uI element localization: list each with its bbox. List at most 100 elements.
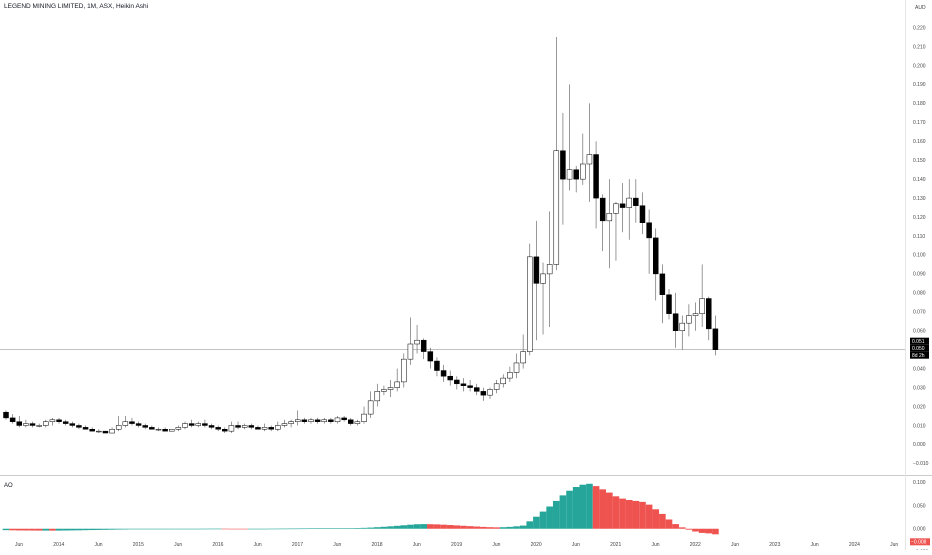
ao-bar[interactable] xyxy=(454,525,461,528)
ao-bar[interactable] xyxy=(606,493,613,529)
ao-bar[interactable] xyxy=(560,495,567,528)
ao-bar[interactable] xyxy=(235,529,242,530)
ao-bar[interactable] xyxy=(62,529,69,531)
ao-bar[interactable] xyxy=(56,529,63,531)
ao-bar[interactable] xyxy=(202,529,209,530)
ao-bar[interactable] xyxy=(354,528,361,529)
ao-bar[interactable] xyxy=(533,517,540,529)
ao-bar[interactable] xyxy=(692,529,699,532)
ao-bar[interactable] xyxy=(566,491,573,529)
ao-bar[interactable] xyxy=(387,526,394,528)
ao-bar[interactable] xyxy=(447,525,454,529)
ao-bar[interactable] xyxy=(361,528,368,529)
ao-bar[interactable] xyxy=(427,524,434,529)
ao-bar[interactable] xyxy=(460,526,467,529)
ao-bar[interactable] xyxy=(381,527,388,529)
ao-bar[interactable] xyxy=(89,529,96,530)
ao-bar[interactable] xyxy=(686,529,693,530)
ao-bar[interactable] xyxy=(334,528,341,529)
ao-bar[interactable] xyxy=(195,529,202,530)
ao-bar[interactable] xyxy=(579,485,586,529)
ao-bar[interactable] xyxy=(440,525,447,529)
ao-bar[interactable] xyxy=(434,524,441,528)
ao-bar[interactable] xyxy=(659,514,666,529)
ao-bar[interactable] xyxy=(652,509,659,528)
ao-bar[interactable] xyxy=(275,529,282,530)
ao-bar[interactable] xyxy=(42,529,49,531)
ao-bar[interactable] xyxy=(268,529,275,530)
ao-bar[interactable] xyxy=(149,529,156,530)
ao-bar[interactable] xyxy=(400,525,407,528)
ao-bar[interactable] xyxy=(712,529,719,535)
ao-bar[interactable] xyxy=(672,524,679,529)
ao-bar[interactable] xyxy=(122,529,129,530)
ao-bar[interactable] xyxy=(182,529,189,530)
ao-bar[interactable] xyxy=(228,529,235,530)
ao-bar[interactable] xyxy=(248,529,255,530)
ao-bar[interactable] xyxy=(487,527,494,529)
ao-bar[interactable] xyxy=(96,529,103,530)
ao-bar[interactable] xyxy=(135,529,142,530)
ao-bar[interactable] xyxy=(221,529,228,530)
ao-bar[interactable] xyxy=(115,529,122,530)
ao-bar[interactable] xyxy=(705,529,712,534)
ao-bar[interactable] xyxy=(633,501,640,529)
ao-bar[interactable] xyxy=(142,529,149,530)
ao-bar[interactable] xyxy=(241,529,248,530)
ao-bar[interactable] xyxy=(129,529,136,530)
ao-bar[interactable] xyxy=(699,529,706,533)
ao-bar[interactable] xyxy=(109,529,116,530)
ao-bar[interactable] xyxy=(347,528,354,529)
ao-bar[interactable] xyxy=(301,528,308,529)
ao-bar[interactable] xyxy=(49,529,56,531)
ao-bar[interactable] xyxy=(36,529,43,531)
ao-bar[interactable] xyxy=(546,506,553,528)
ao-bar[interactable] xyxy=(520,526,527,529)
ao-bar[interactable] xyxy=(102,529,109,530)
ao-bar[interactable] xyxy=(540,512,547,529)
ao-bar[interactable] xyxy=(328,528,335,529)
ao-bar[interactable] xyxy=(308,528,315,529)
ao-bar[interactable] xyxy=(23,529,30,531)
ao-bar[interactable] xyxy=(407,525,414,529)
ao-bar[interactable] xyxy=(420,524,427,529)
ao-bar[interactable] xyxy=(480,527,487,529)
ao-bar[interactable] xyxy=(29,529,36,531)
ao-bar[interactable] xyxy=(513,526,520,528)
ao-bar[interactable] xyxy=(321,528,328,529)
ao-bar[interactable] xyxy=(414,524,421,528)
ao-bar[interactable] xyxy=(646,505,653,529)
ao-bar[interactable] xyxy=(467,526,474,529)
ao-bar[interactable] xyxy=(613,496,620,528)
ao-bar[interactable] xyxy=(188,529,195,530)
ao-bar[interactable] xyxy=(500,527,507,529)
ao-bar[interactable] xyxy=(473,527,480,529)
ao-bar[interactable] xyxy=(493,527,500,528)
ao-bar[interactable] xyxy=(553,501,560,529)
ao-bar[interactable] xyxy=(215,529,222,530)
ao-bar[interactable] xyxy=(619,499,626,529)
ao-bar[interactable] xyxy=(507,527,514,529)
ao-bar[interactable] xyxy=(9,529,16,531)
ao-bar[interactable] xyxy=(208,529,215,530)
ao-bar[interactable] xyxy=(255,529,262,530)
ao-bar[interactable] xyxy=(586,484,593,529)
ao-bar[interactable] xyxy=(679,527,686,528)
ao-bar[interactable] xyxy=(593,486,600,529)
ao-bar[interactable] xyxy=(69,529,76,531)
candle[interactable] xyxy=(103,431,108,433)
ao-bar[interactable] xyxy=(288,529,295,530)
ao-bar[interactable] xyxy=(155,529,162,530)
ao-bar[interactable] xyxy=(341,528,348,529)
ao-bar[interactable] xyxy=(82,529,89,530)
ao-bar[interactable] xyxy=(367,528,374,529)
ao-bar[interactable] xyxy=(281,529,288,530)
ao-bar[interactable] xyxy=(666,519,673,528)
ao-bar[interactable] xyxy=(599,489,606,528)
ao-bar[interactable] xyxy=(175,529,182,530)
ao-bar[interactable] xyxy=(626,500,633,529)
ao-bar[interactable] xyxy=(168,529,175,530)
ao-bar[interactable] xyxy=(573,487,580,529)
ao-bar[interactable] xyxy=(3,529,10,530)
